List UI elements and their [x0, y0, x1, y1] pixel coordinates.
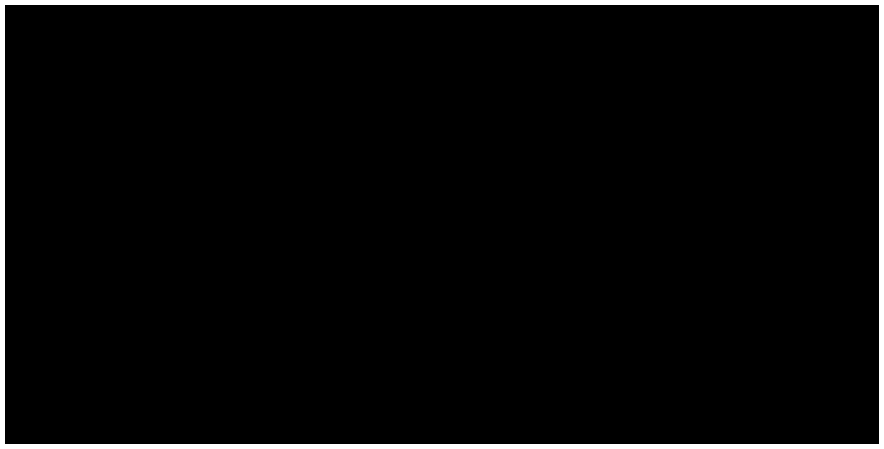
- word-cloud-canvas: [5, 5, 879, 444]
- word-cloud: [5, 5, 879, 444]
